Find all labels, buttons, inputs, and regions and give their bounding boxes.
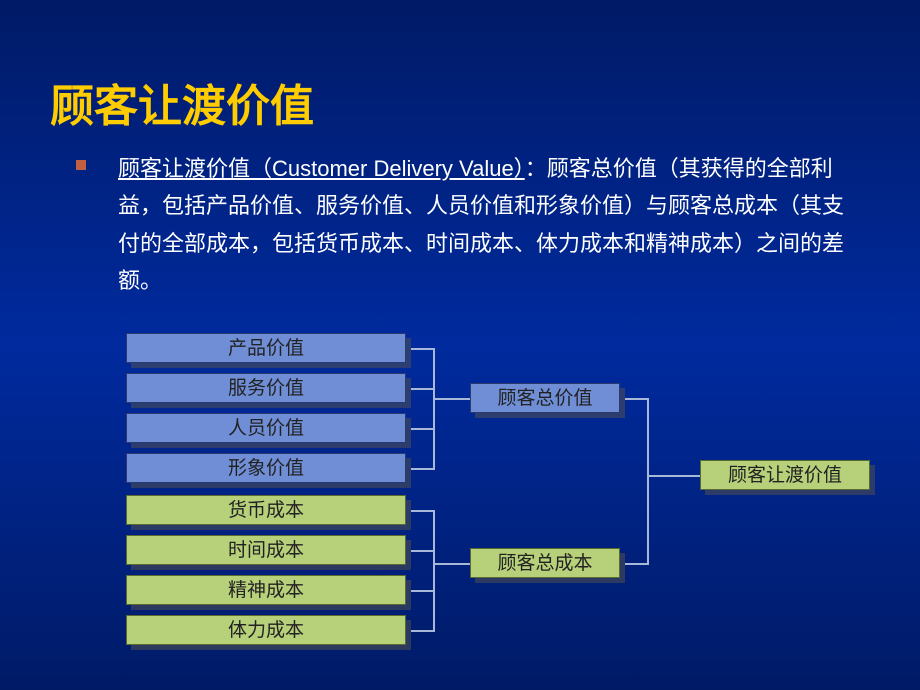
cost-box-0: 货币成本 xyxy=(126,495,406,525)
cost-box-2: 精神成本 xyxy=(126,575,406,605)
connector-line xyxy=(625,563,647,565)
connector-line xyxy=(411,468,433,470)
connector-line xyxy=(625,398,647,400)
bullet-icon xyxy=(76,160,86,170)
connector-line xyxy=(411,550,433,552)
result-box: 顾客让渡价值 xyxy=(700,460,870,490)
connector-line xyxy=(433,348,435,470)
connector-line xyxy=(647,475,700,477)
connector-line xyxy=(433,398,470,400)
value-box-0: 产品价值 xyxy=(126,333,406,363)
connector-line xyxy=(411,388,433,390)
slide-title: 顾客让渡价值 xyxy=(50,70,314,134)
connector-line xyxy=(647,398,649,565)
connector-line xyxy=(411,590,433,592)
slide: 顾客让渡价值 顾客让渡价值（Customer Delivery Value）：顾… xyxy=(0,0,920,690)
total-cost-box: 顾客总成本 xyxy=(470,548,620,578)
connector-line xyxy=(433,563,470,565)
connector-line xyxy=(411,510,433,512)
cost-box-3: 体力成本 xyxy=(126,615,406,645)
connector-line xyxy=(433,510,435,632)
body-block: 顾客让渡价值（Customer Delivery Value）：顾客总价值（其获… xyxy=(76,150,856,300)
term-underlined: 顾客让渡价值（Customer Delivery Value） xyxy=(118,156,525,181)
connector-line xyxy=(411,348,433,350)
value-box-2: 人员价值 xyxy=(126,413,406,443)
value-box-3: 形象价值 xyxy=(126,453,406,483)
connector-line xyxy=(411,428,433,430)
connector-line xyxy=(411,630,433,632)
total-value-box: 顾客总价值 xyxy=(470,383,620,413)
body-text: 顾客让渡价值（Customer Delivery Value）：顾客总价值（其获… xyxy=(118,150,856,300)
cost-box-1: 时间成本 xyxy=(126,535,406,565)
value-box-1: 服务价值 xyxy=(126,373,406,403)
